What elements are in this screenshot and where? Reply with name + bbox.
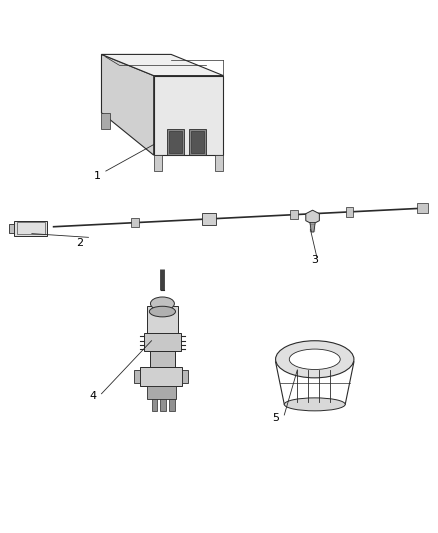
Polygon shape [169, 131, 182, 152]
Polygon shape [205, 214, 213, 224]
Polygon shape [144, 333, 181, 351]
Polygon shape [154, 155, 162, 171]
Text: 3: 3 [311, 255, 318, 265]
Ellipse shape [284, 398, 345, 411]
Polygon shape [102, 54, 154, 155]
Polygon shape [215, 155, 223, 171]
Polygon shape [182, 370, 187, 383]
Polygon shape [152, 399, 157, 411]
Text: 5: 5 [272, 413, 279, 423]
Polygon shape [290, 210, 298, 220]
Ellipse shape [150, 297, 174, 310]
Polygon shape [131, 218, 139, 228]
Polygon shape [310, 222, 315, 232]
Polygon shape [150, 351, 175, 367]
Text: 4: 4 [89, 391, 96, 401]
Ellipse shape [289, 349, 340, 369]
Polygon shape [160, 399, 166, 411]
Polygon shape [147, 386, 177, 399]
Ellipse shape [149, 306, 176, 317]
Polygon shape [147, 306, 178, 335]
Polygon shape [102, 54, 223, 76]
Polygon shape [417, 203, 428, 214]
Polygon shape [188, 128, 206, 155]
Polygon shape [102, 113, 110, 128]
Polygon shape [14, 221, 47, 236]
Polygon shape [346, 207, 353, 216]
Ellipse shape [276, 341, 354, 378]
Polygon shape [140, 367, 182, 386]
Text: 1: 1 [94, 172, 101, 181]
Polygon shape [191, 131, 204, 152]
Text: 2: 2 [76, 238, 83, 248]
Polygon shape [306, 210, 319, 224]
Polygon shape [134, 370, 140, 383]
Polygon shape [154, 76, 223, 155]
Polygon shape [169, 399, 175, 411]
Polygon shape [202, 213, 215, 225]
Polygon shape [9, 224, 14, 232]
Polygon shape [167, 128, 184, 155]
